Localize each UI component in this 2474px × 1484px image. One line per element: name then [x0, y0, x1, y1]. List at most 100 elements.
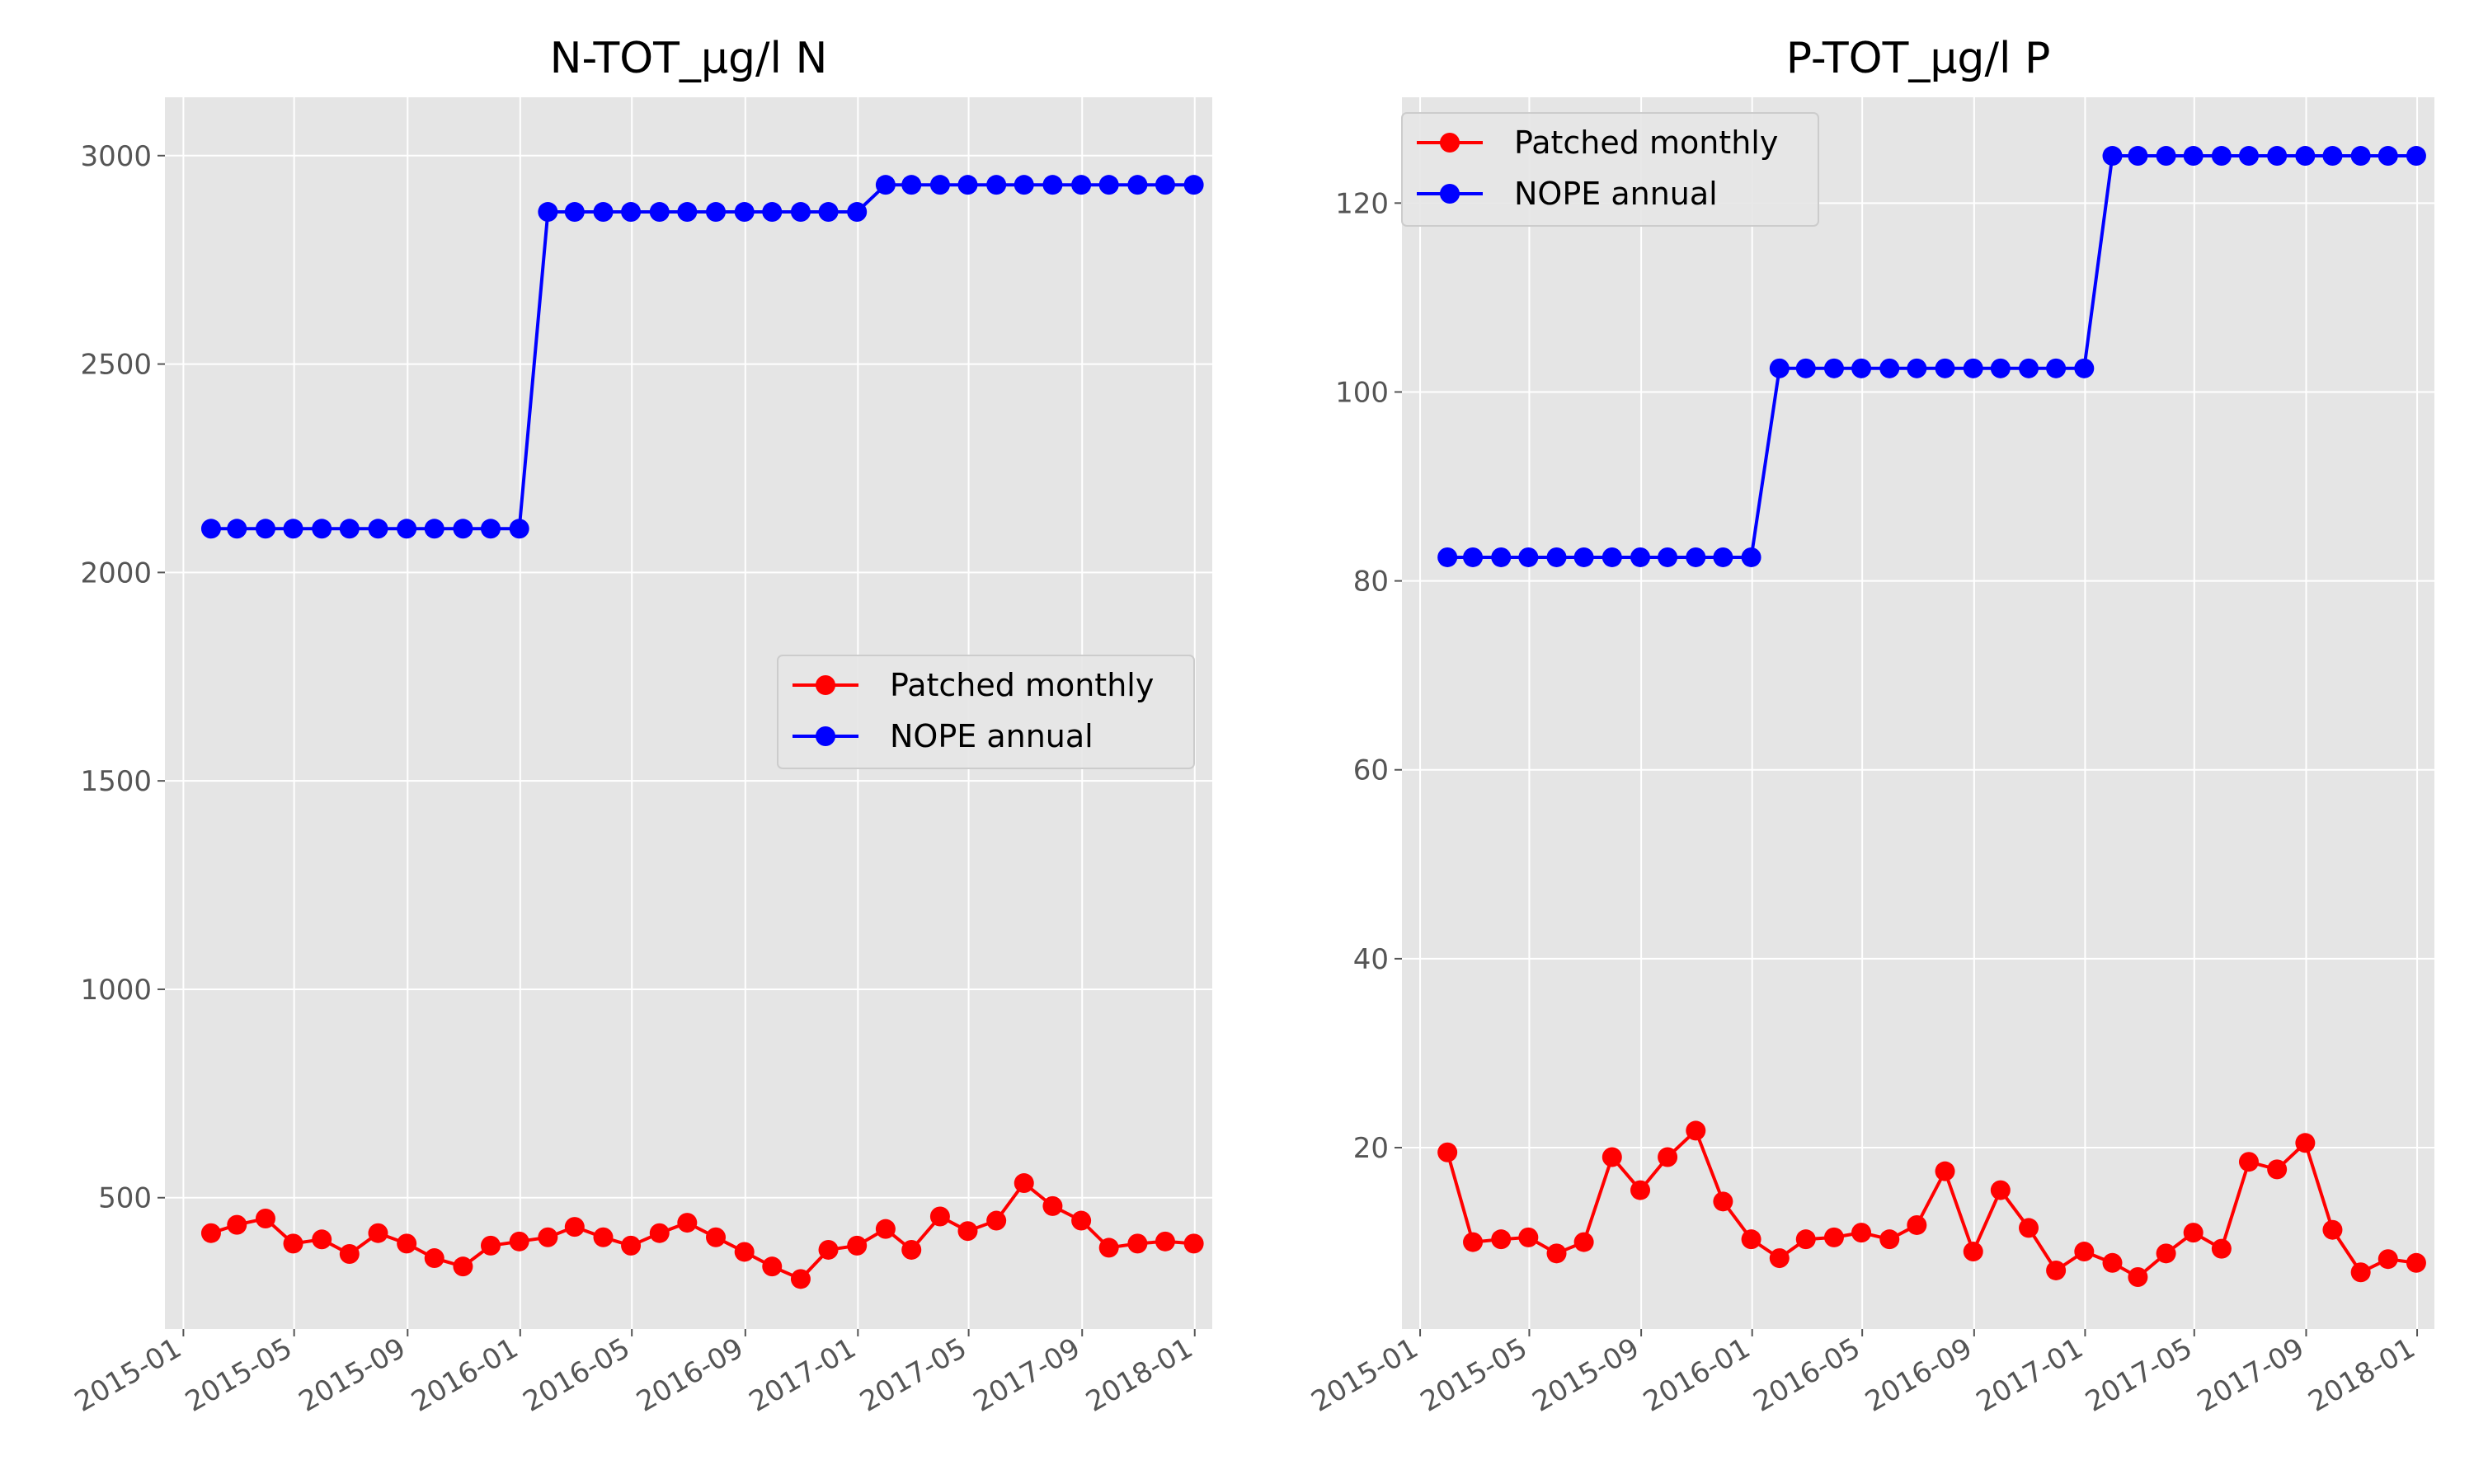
data-point [1098, 175, 1119, 195]
data-point [1098, 1237, 1119, 1258]
data-point [706, 202, 727, 223]
data-point [2406, 146, 2426, 167]
data-point [2102, 146, 2123, 167]
data-point [1518, 1227, 1539, 1247]
data-point [1713, 1191, 1733, 1212]
data-point [1686, 547, 1706, 567]
data-point [2238, 1152, 2259, 1172]
data-point [677, 202, 698, 223]
data-point [593, 1227, 614, 1247]
data-point [1823, 358, 1844, 378]
data-point [2378, 146, 2398, 167]
data-point [1183, 175, 1204, 195]
legend-label: Patched monthly [890, 667, 1154, 703]
data-point [1823, 1227, 1844, 1247]
data-point [929, 1206, 950, 1227]
data-point [368, 1223, 388, 1243]
y-tick-label: 1500 [80, 765, 152, 798]
data-point [1741, 547, 1761, 567]
data-point [1602, 1147, 1622, 1167]
data-point [1127, 175, 1148, 195]
x-tick-label: 2015-09 [294, 1331, 412, 1419]
data-point [621, 202, 642, 223]
data-point [1851, 358, 1872, 378]
data-point [929, 175, 950, 195]
data-point [1851, 1223, 1872, 1243]
data-point [200, 519, 221, 539]
x-tick-label: 2016-09 [631, 1331, 749, 1419]
data-point [2295, 146, 2316, 167]
data-point [424, 1248, 444, 1269]
data-point [453, 519, 473, 539]
data-point [1014, 175, 1034, 195]
y-tick-label: 2500 [80, 349, 152, 382]
x-tick-label: 2015-05 [180, 1331, 298, 1419]
data-point [2267, 146, 2288, 167]
x-tick-label: 2017-01 [1971, 1331, 2089, 1419]
data-point [2128, 146, 2148, 167]
data-point [1546, 1243, 1567, 1264]
x-tick-label: 2015-05 [1415, 1331, 1533, 1419]
data-point [339, 519, 360, 539]
data-point [312, 519, 332, 539]
data-point [1769, 1248, 1790, 1269]
data-point [706, 1227, 727, 1247]
data-point [762, 1256, 783, 1277]
chart-ntot: 2015-012015-052015-092016-012016-052016-… [69, 34, 1212, 1419]
data-point [453, 1256, 473, 1277]
series-patched-monthly [200, 1173, 1204, 1289]
data-point [283, 519, 303, 539]
data-point [2322, 146, 2343, 167]
data-point [1963, 358, 1983, 378]
data-point [1990, 1180, 2011, 1200]
legend-marker [816, 675, 835, 695]
legend-marker [1440, 133, 1460, 153]
data-point [1686, 1120, 1706, 1141]
data-point [1879, 358, 1900, 378]
y-tick-label: 3000 [80, 140, 152, 173]
data-point [255, 1209, 275, 1229]
data-point [1879, 1229, 1900, 1250]
data-point [593, 202, 614, 223]
data-point [2295, 1133, 2316, 1153]
x-tick-label: 2017-05 [2080, 1331, 2198, 1419]
data-point [2128, 1266, 2148, 1287]
data-point [1437, 547, 1458, 567]
data-point [986, 175, 1007, 195]
data-point [2156, 146, 2176, 167]
data-point [1546, 547, 1567, 567]
data-point [2350, 146, 2371, 167]
data-point [1071, 1210, 1092, 1231]
data-point [1127, 1233, 1148, 1254]
data-point [1463, 1232, 1484, 1252]
chart-ptot: 2015-012015-052015-092016-012016-052016-… [1306, 34, 2434, 1419]
series-patched-monthly [1437, 1120, 2426, 1287]
data-point [1437, 1142, 1458, 1162]
data-point [901, 175, 922, 195]
x-tick-label: 2016-01 [406, 1331, 524, 1419]
data-point [847, 202, 868, 223]
data-point [2074, 358, 2095, 378]
data-point [1907, 1214, 1927, 1235]
data-point [790, 202, 811, 223]
data-point [538, 202, 558, 223]
x-tick-label: 2015-01 [1306, 1331, 1424, 1419]
data-point [1907, 358, 1927, 378]
data-point [255, 519, 275, 539]
x-tick-label: 2018-01 [1080, 1331, 1198, 1419]
data-point [1935, 358, 1955, 378]
data-point [200, 1223, 221, 1243]
x-tick-label: 2015-01 [69, 1331, 187, 1419]
chart-title: P-TOT_µg/l P [1786, 34, 2051, 83]
y-tick-label: 2000 [80, 556, 152, 589]
data-point [2183, 1223, 2204, 1243]
data-point [986, 1210, 1007, 1231]
y-tick-label: 80 [1353, 566, 1389, 599]
data-point [227, 1214, 247, 1235]
data-point [1741, 1229, 1761, 1250]
data-point [901, 1239, 922, 1260]
data-point [1491, 547, 1512, 567]
data-point [1042, 1195, 1063, 1216]
data-point [564, 202, 585, 223]
